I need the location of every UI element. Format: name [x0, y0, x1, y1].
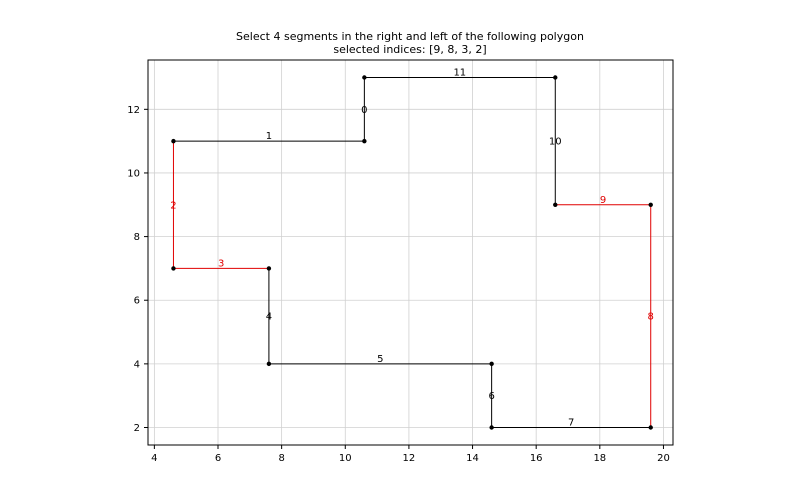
segment-label-3: 3: [218, 258, 224, 269]
segment-label-4: 4: [266, 312, 272, 323]
y-tick-label: 10: [127, 168, 140, 179]
chart-title: Select 4 segments in the right and left …: [236, 30, 584, 43]
x-tick-label: 14: [466, 453, 479, 464]
segment-label-6: 6: [488, 391, 494, 402]
segment-label-10: 10: [549, 137, 562, 148]
segment-label-2: 2: [170, 200, 176, 211]
segment-label-0: 0: [361, 105, 367, 116]
vertex-point: [171, 138, 176, 144]
segment-label-11: 11: [453, 68, 466, 79]
segment-label-7: 7: [568, 418, 574, 429]
y-tick-label: 12: [127, 105, 140, 116]
vertex-point: [266, 361, 272, 367]
x-tick-label: 6: [215, 453, 221, 464]
vertex-point: [362, 75, 367, 80]
x-tick-label: 20: [657, 453, 670, 464]
vertex-point: [266, 266, 272, 271]
chart-subtitle: selected indices: [9, 8, 3, 2]: [333, 43, 486, 56]
plot-frame: [147, 59, 674, 446]
vertex-point: [362, 138, 367, 144]
x-tick-label: 10: [339, 453, 352, 464]
x-tick-label: 8: [278, 453, 284, 464]
y-tick-label: 8: [134, 232, 140, 243]
vertex-point: [553, 202, 558, 207]
segment-labels: 0 1 2 3 4 5 6 7 8 9 10 11: [170, 68, 654, 429]
y-tick-label: 4: [134, 359, 140, 370]
segment-label-5: 5: [377, 354, 383, 365]
grid-lines: [148, 60, 673, 445]
vertex-point: [648, 202, 653, 207]
polygon-vertices: [171, 75, 653, 430]
y-tick-label: 6: [134, 296, 140, 307]
x-tick-label: 4: [151, 453, 157, 464]
vertex-point: [489, 361, 494, 367]
y-tick-label: 2: [134, 423, 140, 434]
x-tick-label: 16: [530, 453, 543, 464]
segment-label-8: 8: [648, 312, 654, 323]
x-tick-label: 12: [403, 453, 416, 464]
segment-label-9: 9: [600, 195, 606, 206]
vertex-point: [171, 266, 176, 271]
segment-label-1: 1: [266, 131, 272, 142]
vertex-point: [553, 75, 558, 80]
polygon-segments: [172, 77, 652, 428]
vertex-point: [489, 425, 494, 430]
vertex-point: [648, 425, 653, 430]
x-tick-label: 18: [593, 453, 606, 464]
